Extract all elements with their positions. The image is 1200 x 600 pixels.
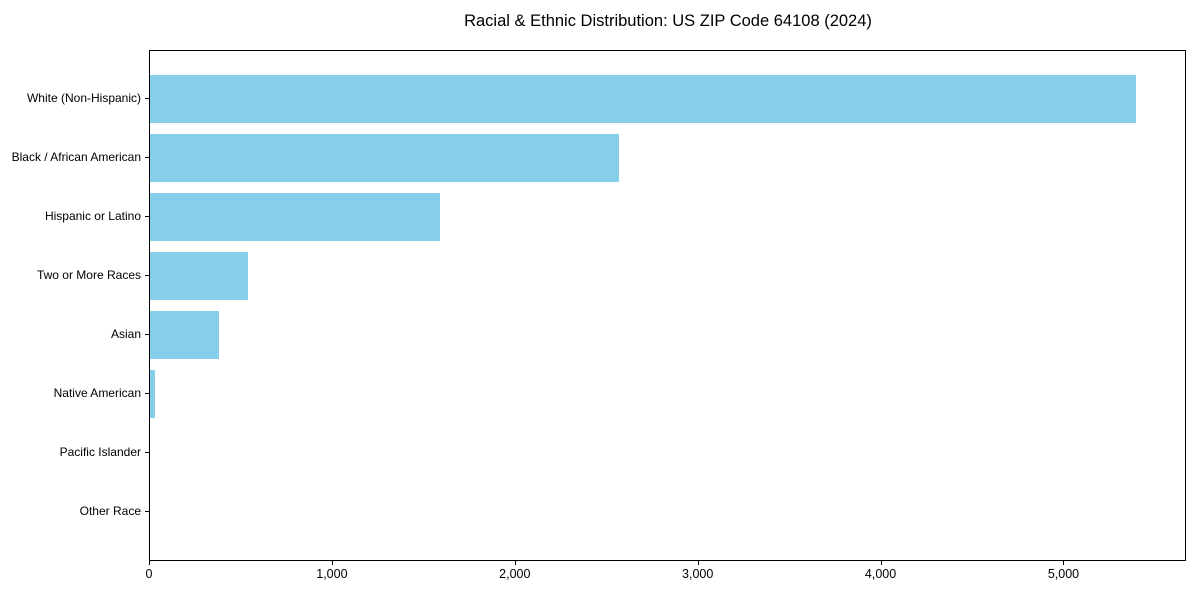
y-tick-label: Native American [53, 385, 141, 400]
y-tick-label: Asian [110, 326, 141, 341]
y-tick-mark [145, 451, 149, 453]
plot-area [149, 50, 1186, 561]
x-tick-mark [697, 561, 699, 565]
y-axis-labels: White (Non-Hispanic) Black / African Amer… [0, 50, 141, 561]
y-tick-label: White (Non-Hispanic) [26, 90, 141, 105]
x-tick-label: 0 [145, 567, 153, 581]
bar [150, 192, 441, 241]
y-tick-mark [145, 97, 149, 99]
x-tick-label: 3,000 [682, 567, 714, 581]
y-tick-mark [145, 333, 149, 335]
chart-title: Racial & Ethnic Distribution: US ZIP Cod… [464, 12, 872, 30]
y-tick-label: Two or More Races [36, 267, 141, 282]
x-tick-label: 5,000 [1047, 567, 1080, 581]
x-tick-label: 1,000 [316, 567, 348, 581]
y-tick-label: Other Race [79, 503, 141, 518]
x-tick-label: 2,000 [499, 567, 531, 581]
x-tick-mark [514, 561, 516, 565]
bar [150, 310, 220, 359]
y-tick-label: Pacific Islander [59, 444, 141, 459]
bar [150, 369, 156, 418]
bar [150, 74, 1136, 123]
bar [150, 133, 620, 182]
x-tick-mark [880, 561, 882, 565]
x-tick-mark [331, 561, 333, 565]
y-tick-mark [145, 510, 149, 512]
y-tick-mark [145, 156, 149, 158]
x-tick-mark [149, 561, 150, 565]
y-tick-mark [145, 392, 149, 394]
x-tick-label: 4,000 [864, 567, 897, 581]
y-tick-label: Black / African American [11, 149, 141, 164]
y-tick-mark [145, 215, 149, 217]
y-tick-label: Hispanic or Latino [44, 208, 141, 223]
y-tick-mark [145, 274, 149, 276]
x-tick-mark [1063, 561, 1065, 565]
bar [150, 251, 248, 300]
